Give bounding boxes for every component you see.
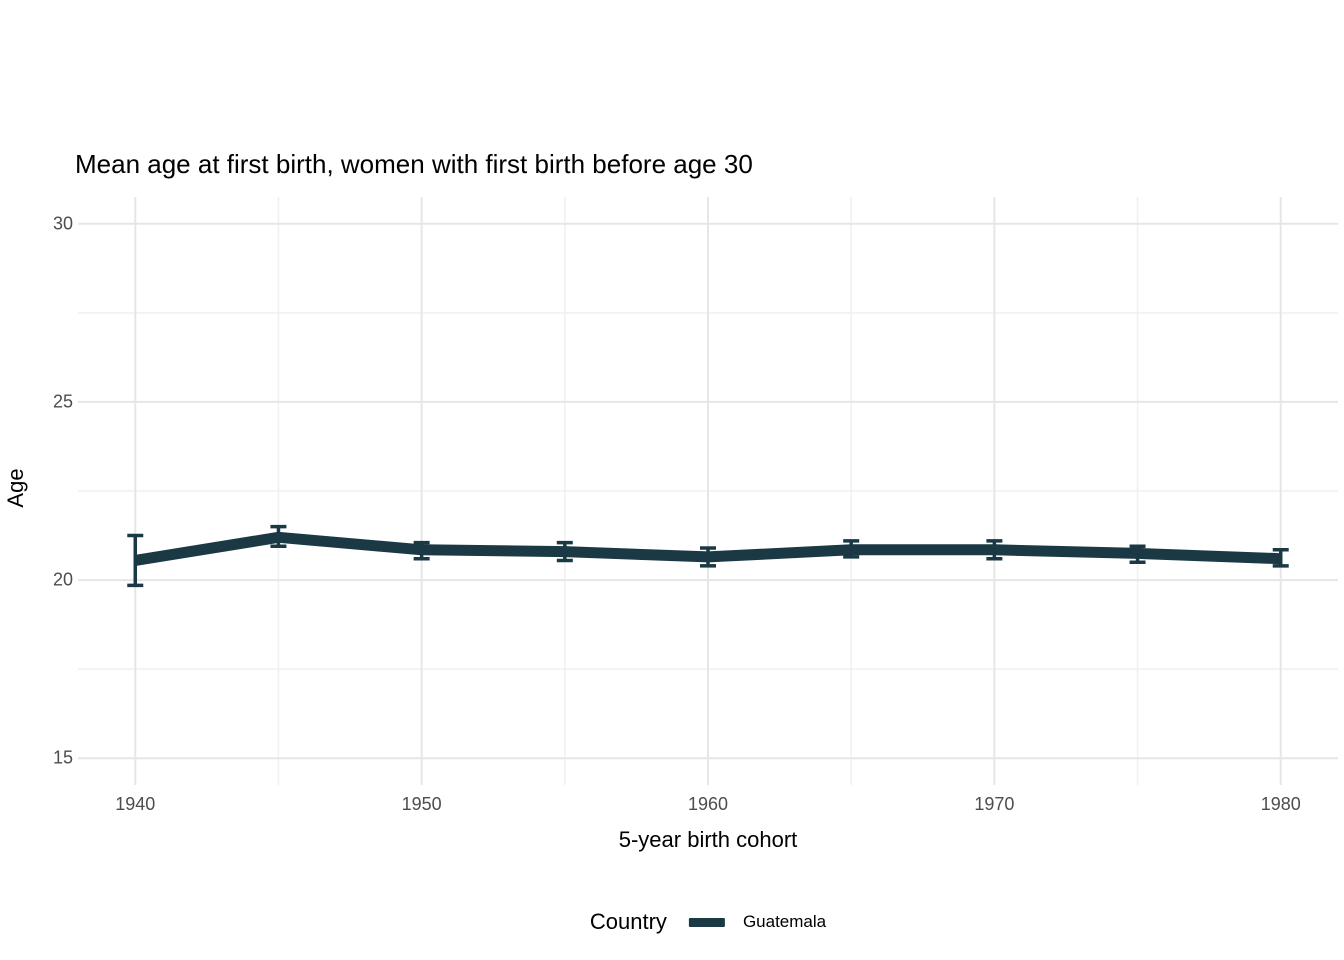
x-tick-label: 1970 [974,794,1015,814]
y-tick-label: 15 [52,747,73,768]
x-axis-title: 5-year birth cohort [618,827,798,852]
x-tick-label: 1960 [687,794,729,814]
x-tick-label: 1940 [115,794,156,814]
legend: Country Guatemala [590,909,826,935]
y-tick-label: 25 [52,391,73,412]
x-tick-label: 1950 [401,794,442,814]
x-tick-label: 1980 [1260,794,1301,814]
legend-entry-label: Guatemala [742,912,827,931]
chart-title: Mean age at first birth, women with firs… [75,149,753,179]
legend-title: Country [589,909,667,934]
y-tick-label: 30 [52,213,73,234]
y-axis-title: Age [3,468,28,508]
y-tick-label: 20 [52,569,73,590]
data-line-guatemala [134,531,1281,566]
legend-key-line-swatch [688,917,725,927]
